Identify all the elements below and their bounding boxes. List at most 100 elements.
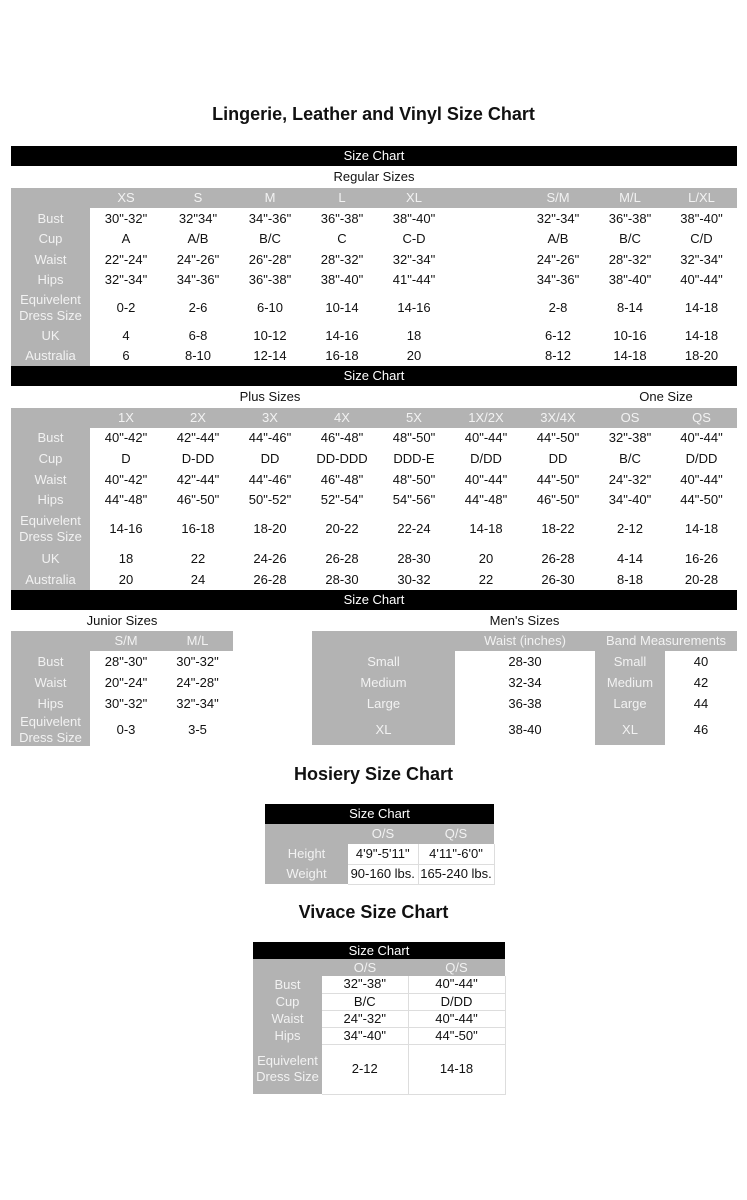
column-header: 3X bbox=[234, 408, 306, 428]
table-cell: 4'11"-6'0" bbox=[418, 844, 495, 865]
row-label: Hips bbox=[11, 693, 90, 714]
column-header bbox=[450, 188, 522, 208]
table-row: Weight 90-160 lbs. 165-240 lbs. bbox=[265, 864, 495, 885]
table-cell: 20"-24" bbox=[90, 672, 162, 693]
table-cell: 32"-34" bbox=[90, 270, 162, 290]
junior-sizes-heading: Junior Sizes bbox=[86, 613, 158, 628]
corner-cell bbox=[312, 631, 455, 651]
row-label: Bust bbox=[11, 651, 90, 672]
size-chart-bar: Size Chart bbox=[11, 146, 737, 166]
hosiery-size-table: O/S Q/S Height 4'9"-5'11" 4'11"-6'0" Weight 90… bbox=[265, 824, 495, 885]
table-cell: 26"-28" bbox=[234, 249, 306, 270]
size-chart-bar: Size Chart bbox=[11, 366, 737, 386]
table-row: UK 18 22 24-26 26-28 28-30 20 26-28 4-14 16-26 bbox=[11, 548, 737, 570]
table-cell: 6-10 bbox=[234, 290, 306, 326]
table-row: Medium 32-34 Medium 42 bbox=[312, 672, 737, 693]
table-cell: 30"-32" bbox=[162, 651, 233, 672]
column-header: M bbox=[234, 188, 306, 208]
table-cell: 24"-28" bbox=[162, 672, 233, 693]
table-cell: 22 bbox=[450, 570, 522, 590]
vivace-size-table: O/S Q/S Bust 32"-38" 40"-44" Cup B/C D/DD Waist 2… bbox=[253, 959, 506, 1095]
table-row: Bust 28"-30" 30"-32" bbox=[11, 651, 233, 672]
column-header: 2X bbox=[162, 408, 234, 428]
table-cell: B/C bbox=[322, 993, 409, 1011]
table-cell: 26-28 bbox=[234, 570, 306, 590]
table-cell: 8-14 bbox=[594, 290, 666, 326]
vivace-size-chart-bar: Size Chart bbox=[253, 942, 505, 959]
table-cell: 34"-36" bbox=[522, 270, 594, 290]
table-row: Australia 20 24 26-28 28-30 30-32 22 26-30 8-18 2… bbox=[11, 570, 737, 590]
vivace-title: Vivace Size Chart bbox=[298, 902, 449, 922]
table-cell bbox=[450, 229, 522, 249]
table-cell: 26-28 bbox=[306, 548, 378, 570]
table-cell: 18-20 bbox=[234, 510, 306, 548]
table-cell: 14-18 bbox=[666, 326, 737, 346]
table-cell: 24"-32" bbox=[322, 1010, 409, 1028]
table-cell: 48"-50" bbox=[378, 428, 450, 448]
column-header: 1X/2X bbox=[450, 408, 522, 428]
column-header: L bbox=[306, 188, 378, 208]
regular-sizes-table: XS S M L XL S/M M/L L/XL Bust 30"-32" 32"34" 34"-36… bbox=[11, 188, 737, 366]
table-cell: 40"-44" bbox=[450, 469, 522, 490]
table-row: Hips 32"-34" 34"-36" 36"-38" 38"-40" 41"-44" 3… bbox=[11, 270, 737, 290]
table-row: Hips 30"-32" 32"-34" bbox=[11, 693, 233, 714]
table-cell: 42 bbox=[665, 672, 737, 693]
table-cell: 34"-36" bbox=[234, 208, 306, 229]
column-header: 5X bbox=[378, 408, 450, 428]
corner-cell bbox=[11, 408, 90, 428]
table-cell: 28-30 bbox=[378, 548, 450, 570]
row-label: Small bbox=[312, 651, 455, 672]
table-cell: 24"-26" bbox=[522, 249, 594, 270]
table-cell: 40"-44" bbox=[450, 428, 522, 448]
row-label: Hips bbox=[253, 1027, 322, 1044]
column-header: S/M bbox=[90, 631, 162, 651]
size-chart-bar: Size Chart bbox=[11, 590, 737, 610]
table-cell: 46 bbox=[665, 714, 737, 745]
table-cell: A/B bbox=[162, 229, 234, 249]
column-header: M/L bbox=[162, 631, 233, 651]
table-cell: 40"-42" bbox=[90, 428, 162, 448]
table-cell: 16-18 bbox=[306, 346, 378, 366]
table-cell: 20 bbox=[450, 548, 522, 570]
table-cell: 32"-34" bbox=[522, 208, 594, 229]
table-cell: 18 bbox=[90, 548, 162, 570]
table-cell: D bbox=[90, 448, 162, 469]
table-cell: 44"-50" bbox=[522, 428, 594, 448]
table-cell: 46"-48" bbox=[306, 428, 378, 448]
table-cell: 38"-40" bbox=[666, 208, 737, 229]
table-row: Equivelent Dress Size 14-16 16-18 18-20 20-2… bbox=[11, 510, 737, 548]
row-label: Waist bbox=[11, 249, 90, 270]
table-cell bbox=[450, 270, 522, 290]
hosiery-title: Hosiery Size Chart bbox=[293, 764, 454, 784]
table-cell bbox=[450, 208, 522, 229]
table-cell: D-DD bbox=[162, 448, 234, 469]
table-cell: D/DD bbox=[408, 993, 506, 1011]
header-row: S/M M/L bbox=[11, 631, 233, 651]
table-cell: 24"-32" bbox=[594, 469, 666, 490]
table-cell: 38"-40" bbox=[594, 270, 666, 290]
table-cell: D/DD bbox=[666, 448, 737, 469]
row-label: Medium bbox=[595, 672, 665, 693]
table-cell: 16-26 bbox=[666, 548, 737, 570]
table-cell: 14-18 bbox=[666, 290, 737, 326]
table-cell: 44"-48" bbox=[90, 490, 162, 510]
corner-cell bbox=[11, 631, 90, 651]
table-cell: 50"-52" bbox=[234, 490, 306, 510]
table-cell: B/C bbox=[234, 229, 306, 249]
table-cell: C bbox=[306, 229, 378, 249]
table-cell: 40"-44" bbox=[666, 469, 737, 490]
row-label: Bust bbox=[253, 976, 322, 993]
table-cell: 44"-48" bbox=[450, 490, 522, 510]
table-cell: 16-18 bbox=[162, 510, 234, 548]
table-row: Waist 40"-42" 42"-44" 44"-46" 46"-48" 48"-50"… bbox=[11, 469, 737, 490]
table-cell: 10-12 bbox=[234, 326, 306, 346]
table-cell: 6 bbox=[90, 346, 162, 366]
table-cell: 36"-38" bbox=[306, 208, 378, 229]
header-row: Waist (inches) Band Measurements bbox=[312, 631, 737, 651]
table-cell: 28-30 bbox=[306, 570, 378, 590]
table-cell: 44 bbox=[665, 693, 737, 714]
table-cell: DD bbox=[522, 448, 594, 469]
table-cell: 14-18 bbox=[594, 346, 666, 366]
row-label: Height bbox=[265, 844, 348, 864]
column-header: L/XL bbox=[666, 188, 737, 208]
